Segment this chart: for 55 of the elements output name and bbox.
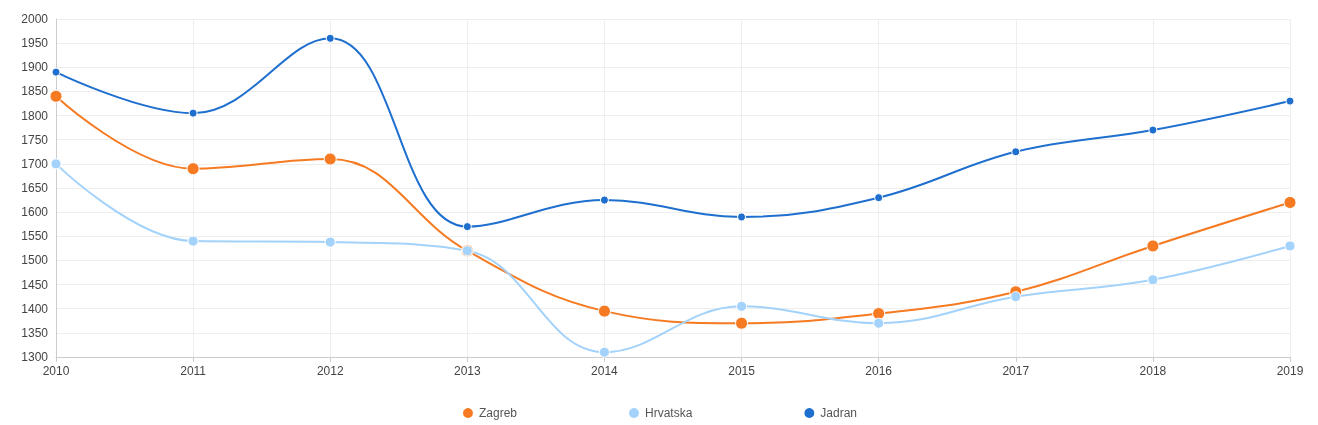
point [1147, 274, 1159, 286]
x-tick-label: 2016 [865, 364, 893, 378]
y-tick-label: 1900 [21, 60, 49, 75]
point [873, 317, 885, 329]
legend-label: Jadran [820, 406, 858, 420]
y-tick-label: 1650 [21, 181, 49, 195]
point [462, 222, 472, 232]
point [874, 193, 884, 203]
point [737, 212, 747, 222]
y-tick-label: 1300 [21, 350, 49, 364]
x-tick-label: 2018 [1139, 364, 1167, 378]
legend-label: Zagreb [478, 406, 518, 420]
point [599, 195, 609, 205]
point [49, 89, 63, 103]
x-tick-label: 2014 [591, 364, 619, 378]
point [186, 162, 200, 176]
x-tick-label: 2017 [1002, 364, 1030, 378]
y-tick-label: 1850 [21, 84, 49, 99]
x-tick-label: 2019 [1276, 364, 1304, 378]
point [872, 307, 886, 321]
y-tick-label: 1950 [21, 36, 49, 51]
point [324, 236, 336, 248]
point [50, 158, 62, 170]
x-tick-label: 2011 [180, 364, 207, 378]
point [325, 33, 335, 43]
y-tick-label: 1550 [21, 229, 49, 244]
point [51, 67, 61, 77]
x-tick-label: 2013 [453, 364, 481, 378]
point [1011, 147, 1021, 157]
y-tick-label: 1750 [21, 132, 49, 147]
x-tick-label: 2012 [316, 364, 344, 378]
y-tick-label: 1700 [21, 156, 49, 171]
point [1146, 239, 1160, 253]
x-tick-label: 2010 [42, 364, 70, 378]
point [735, 316, 749, 330]
point [1284, 240, 1296, 252]
point [187, 235, 199, 247]
y-tick-label: 1450 [21, 277, 49, 292]
point [188, 108, 198, 118]
point [1283, 195, 1297, 209]
point [598, 346, 610, 358]
point [1148, 125, 1158, 135]
y-tick-label: 1350 [21, 325, 49, 340]
x-tick-label: 2015 [728, 364, 756, 378]
y-tick-label: 1500 [21, 253, 49, 268]
y-tick-label: 1400 [21, 301, 49, 316]
point [1285, 96, 1295, 106]
point [1010, 291, 1022, 303]
point [736, 300, 748, 312]
point [323, 152, 337, 166]
y-tick-label: 1800 [21, 108, 49, 123]
point [597, 304, 611, 318]
legend-label: Hrvatska [644, 406, 693, 420]
y-tick-label: 2000 [21, 12, 49, 26]
y-tick-label: 1600 [21, 205, 49, 220]
